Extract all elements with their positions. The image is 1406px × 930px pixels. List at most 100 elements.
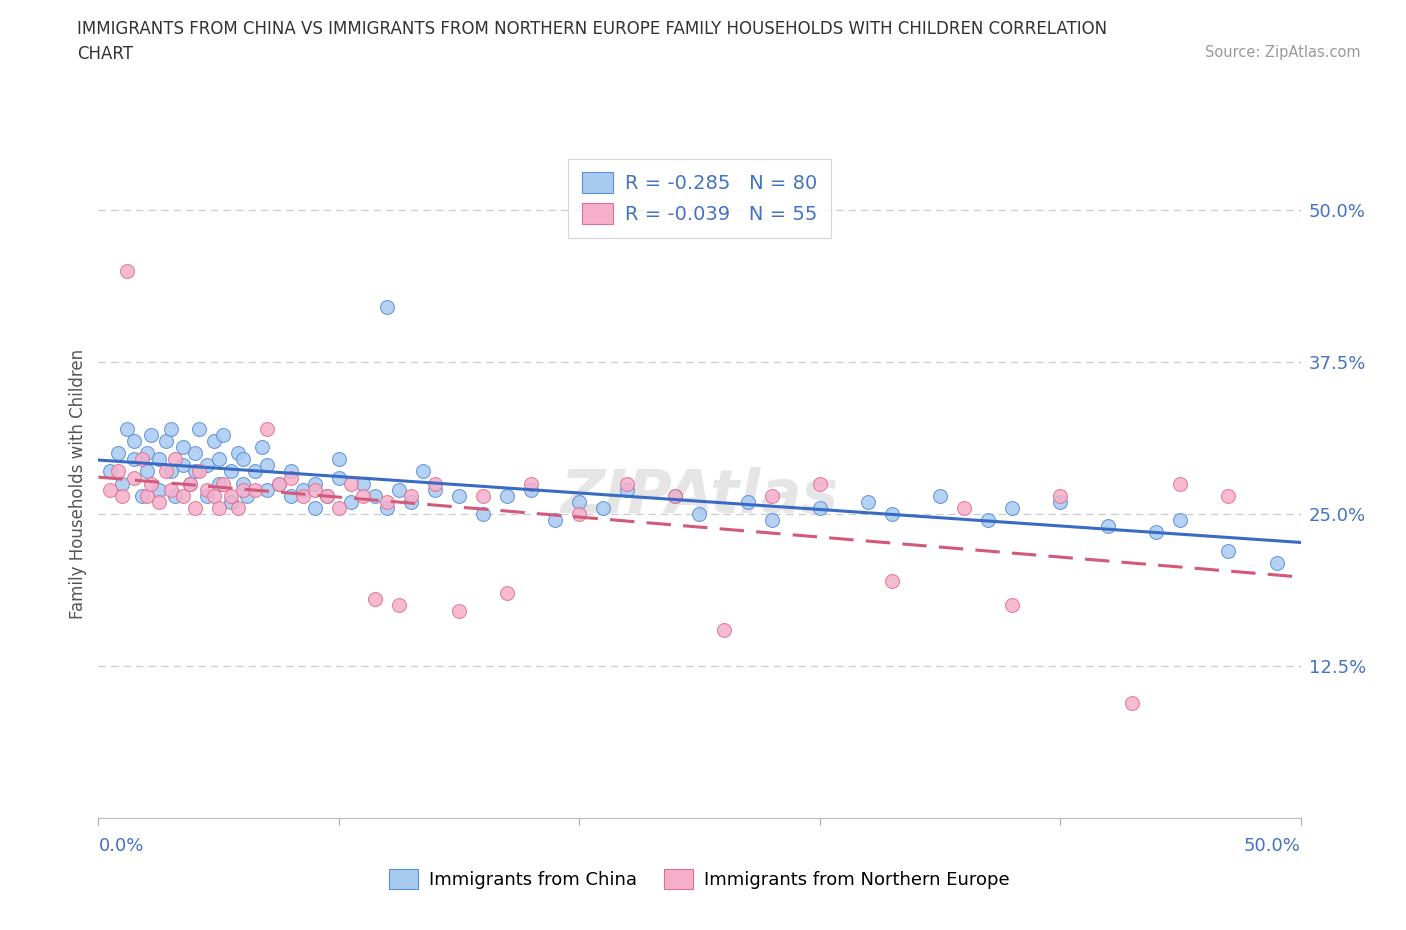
Point	[107, 464, 129, 479]
Text: Source: ZipAtlas.com: Source: ZipAtlas.com	[1205, 45, 1361, 60]
Point	[256, 458, 278, 472]
Point	[267, 476, 290, 491]
Point	[1121, 696, 1143, 711]
Point	[226, 445, 249, 460]
Point	[256, 483, 278, 498]
Point	[423, 476, 446, 491]
Point	[388, 483, 411, 498]
Point	[364, 488, 387, 503]
Point	[928, 488, 950, 503]
Point	[472, 507, 495, 522]
Point	[808, 500, 831, 515]
Point	[243, 464, 266, 479]
Point	[399, 488, 422, 503]
Point	[208, 452, 231, 467]
Point	[364, 591, 387, 606]
Point	[808, 476, 831, 491]
Point	[291, 483, 314, 498]
Point	[107, 445, 129, 460]
Point	[375, 299, 398, 314]
Point	[155, 433, 177, 448]
Point	[148, 452, 170, 467]
Point	[291, 488, 314, 503]
Point	[1049, 488, 1071, 503]
Point	[208, 476, 231, 491]
Point	[183, 445, 205, 460]
Point	[520, 476, 543, 491]
Text: 50.0%: 50.0%	[1244, 837, 1301, 855]
Point	[219, 495, 242, 510]
Point	[165, 488, 187, 503]
Text: ZIPAtlas: ZIPAtlas	[561, 468, 838, 526]
Point	[340, 495, 363, 510]
Point	[236, 488, 259, 503]
Point	[148, 483, 170, 498]
Text: IMMIGRANTS FROM CHINA VS IMMIGRANTS FROM NORTHERN EUROPE FAMILY HOUSEHOLDS WITH : IMMIGRANTS FROM CHINA VS IMMIGRANTS FROM…	[77, 20, 1108, 38]
Point	[423, 483, 446, 498]
Point	[100, 464, 122, 479]
Point	[1049, 495, 1071, 510]
Point	[219, 464, 242, 479]
Point	[304, 483, 326, 498]
Point	[135, 445, 157, 460]
Point	[375, 500, 398, 515]
Text: CHART: CHART	[77, 45, 134, 62]
Point	[172, 458, 194, 472]
Point	[1144, 525, 1167, 539]
Point	[124, 433, 146, 448]
Point	[179, 476, 201, 491]
Point	[664, 488, 686, 503]
Point	[328, 452, 350, 467]
Point	[183, 464, 205, 479]
Point	[117, 421, 139, 436]
Point	[179, 476, 201, 491]
Point	[202, 488, 225, 503]
Point	[172, 440, 194, 455]
Point	[304, 500, 326, 515]
Point	[117, 263, 139, 278]
Point	[111, 488, 134, 503]
Point	[202, 433, 225, 448]
Point	[172, 488, 194, 503]
Point	[1001, 598, 1024, 613]
Point	[388, 598, 411, 613]
Point	[688, 507, 710, 522]
Point	[544, 512, 567, 527]
Point	[592, 500, 614, 515]
Point	[1170, 512, 1192, 527]
Point	[496, 586, 519, 601]
Point	[447, 488, 470, 503]
Point	[159, 421, 181, 436]
Point	[880, 507, 903, 522]
Point	[183, 500, 205, 515]
Point	[761, 512, 783, 527]
Point	[616, 483, 638, 498]
Point	[412, 464, 434, 479]
Point	[124, 470, 146, 485]
Point	[399, 495, 422, 510]
Point	[250, 440, 273, 455]
Point	[447, 604, 470, 618]
Point	[256, 421, 278, 436]
Point	[352, 488, 374, 503]
Point	[195, 483, 218, 498]
Point	[111, 476, 134, 491]
Point	[977, 512, 1000, 527]
Point	[212, 428, 235, 443]
Point	[100, 483, 122, 498]
Point	[340, 476, 363, 491]
Point	[315, 488, 337, 503]
Point	[148, 495, 170, 510]
Point	[208, 500, 231, 515]
Point	[520, 483, 543, 498]
Point	[124, 452, 146, 467]
Point	[232, 452, 254, 467]
Point	[568, 507, 591, 522]
Point	[737, 495, 759, 510]
Point	[267, 476, 290, 491]
Point	[1218, 543, 1240, 558]
Legend: Immigrants from China, Immigrants from Northern Europe: Immigrants from China, Immigrants from N…	[382, 862, 1017, 897]
Point	[141, 428, 163, 443]
Point	[135, 488, 157, 503]
Point	[664, 488, 686, 503]
